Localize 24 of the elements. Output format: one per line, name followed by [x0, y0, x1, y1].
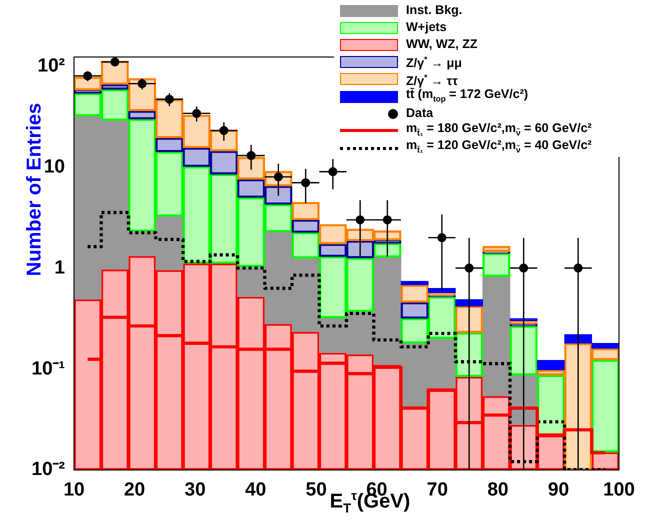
legend-label: m$_{t̃₁}$ = 180 GeV/c²,m$_{ν̃}$ = 60 GeV/c² [406, 121, 592, 138]
legend-label: m$_{t̃₁}$ = 120 GeV/c²,m$_{ν̃}$ = 40 GeV/c² [406, 137, 592, 157]
legend-label: WW, WZ, ZZ [406, 36, 478, 54]
y-tick-label: 1 [54, 257, 66, 278]
y-tick-label: 10² [38, 55, 65, 76]
x-tick-label: 70 [426, 480, 448, 501]
x-tick-label: 40 [245, 480, 266, 501]
legend-label: Z/γ$^{*}$ → ττ [406, 72, 458, 88]
legend-label: W+jets [406, 19, 447, 36]
x-tick-label: 50 [306, 480, 327, 501]
x-tick-label: 100 [603, 480, 635, 501]
y-tick-label: 10⁻² [32, 459, 65, 480]
x-tick-label: 30 [184, 480, 206, 501]
x-tick-label: 90 [548, 480, 570, 501]
legend-label: Data [406, 105, 434, 122]
y-tick-label: 10 [44, 156, 65, 178]
legend-label: tt̄ (m$_{top}$ = 172 GeV/c²) [406, 86, 528, 106]
y-tick-label: 10⁻¹ [32, 358, 65, 380]
x-tick-label: 10 [63, 480, 85, 501]
x-tick-label: 80 [487, 480, 508, 501]
y-axis-title: Number of Entries [24, 102, 46, 278]
legend-label: Z/γ$^{*}$ → μμ [406, 54, 462, 73]
legend-label: Inst. Bkg. [406, 2, 462, 19]
x-tick-label: 20 [124, 480, 146, 501]
